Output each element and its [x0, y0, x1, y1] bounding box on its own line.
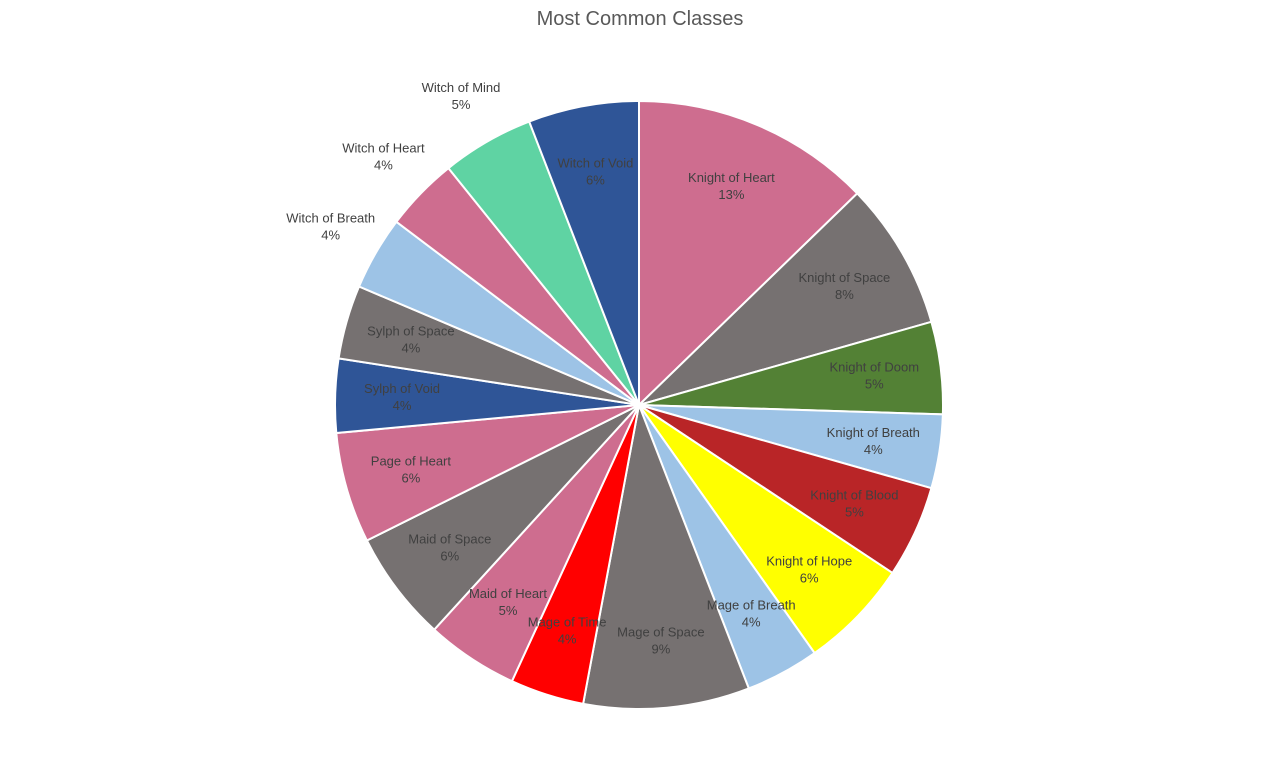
slice-label-mage-of-breath: Mage of Breath 4% [707, 597, 796, 629]
slice-name-sylph-of-space: Sylph of Space [367, 324, 454, 339]
slice-percent-knight-of-space: 8% [835, 287, 854, 302]
slice-label-witch-of-breath: Witch of Breath 4% [286, 211, 375, 243]
chart-title: Most Common Classes [536, 8, 744, 30]
slice-percent-knight-of-doom: 5% [865, 376, 884, 391]
slice-percent-maid-of-space: 6% [440, 548, 459, 563]
slice-name-knight-of-heart: Knight of Heart [688, 170, 775, 185]
slice-label-maid-of-heart: Maid of Heart 5% [469, 586, 547, 618]
slice-name-witch-of-heart: Witch of Heart [342, 141, 425, 156]
slice-percent-maid-of-heart: 5% [499, 603, 518, 618]
slice-percent-knight-of-heart: 13% [718, 187, 744, 202]
slice-percent-knight-of-blood: 5% [845, 505, 864, 520]
slice-name-mage-of-space: Mage of Space [617, 625, 704, 640]
slice-percent-mage-of-breath: 4% [742, 614, 761, 629]
slice-label-knight-of-breath: Knight of Breath 4% [827, 425, 920, 457]
slice-label-knight-of-hope: Knight of Hope 6% [766, 554, 852, 586]
slice-name-knight-of-doom: Knight of Doom [829, 359, 919, 374]
slice-label-maid-of-space: Maid of Space 6% [408, 531, 491, 563]
pie-slice-mage-of-space [581, 401, 751, 710]
slice-percent-sylph-of-space: 4% [402, 341, 421, 356]
slice-percent-knight-of-breath: 4% [864, 442, 883, 457]
slice-name-witch-of-void: Witch of Void [557, 155, 633, 170]
slice-label-sylph-of-void: Sylph of Void 4% [364, 381, 440, 413]
slice-label-knight-of-space: Knight of Space 8% [799, 270, 891, 302]
slice-percent-witch-of-breath: 4% [321, 228, 340, 243]
slice-label-knight-of-doom: Knight of Doom 5% [829, 359, 919, 391]
slice-percent-witch-of-mind: 5% [452, 97, 471, 112]
slice-percent-witch-of-heart: 4% [374, 158, 393, 173]
slice-percent-sylph-of-void: 4% [393, 398, 412, 413]
slice-label-witch-of-mind: Witch of Mind 5% [422, 80, 501, 112]
slice-name-knight-of-space: Knight of Space [799, 270, 891, 285]
pie-slice-knight-of-space [638, 191, 933, 406]
slice-label-mage-of-time: Mage of Time 4% [528, 615, 607, 647]
slice-percent-mage-of-time: 4% [558, 632, 577, 647]
slice-name-knight-of-breath: Knight of Breath [827, 425, 920, 440]
slice-name-witch-of-mind: Witch of Mind [422, 80, 501, 95]
slice-label-mage-of-space: Mage of Space 9% [617, 625, 704, 657]
slice-label-witch-of-void: Witch of Void 6% [557, 155, 633, 187]
slice-name-knight-of-hope: Knight of Hope [766, 554, 852, 569]
slice-name-maid-of-heart: Maid of Heart [469, 586, 547, 601]
slice-label-knight-of-blood: Knight of Blood 5% [810, 488, 898, 520]
slice-percent-page-of-heart: 6% [402, 470, 421, 485]
slice-name-mage-of-breath: Mage of Breath [707, 597, 796, 612]
slice-name-page-of-heart: Page of Heart [371, 453, 452, 468]
slice-name-maid-of-space: Maid of Space [408, 531, 491, 546]
slice-label-witch-of-heart: Witch of Heart 4% [342, 141, 425, 173]
slice-name-mage-of-time: Mage of Time [528, 615, 607, 630]
slice-percent-mage-of-space: 9% [652, 642, 671, 657]
slice-percent-witch-of-void: 6% [586, 172, 605, 187]
slice-label-page-of-heart: Page of Heart 6% [371, 453, 452, 485]
pie-slice-witch-of-void [527, 99, 640, 406]
slice-name-witch-of-breath: Witch of Breath [286, 211, 375, 226]
slice-percent-knight-of-hope: 6% [800, 571, 819, 586]
slice-label-knight-of-heart: Knight of Heart 13% [688, 170, 775, 202]
slice-name-knight-of-blood: Knight of Blood [810, 488, 898, 503]
pie-slice-knight-of-heart [638, 99, 859, 408]
slice-label-sylph-of-space: Sylph of Space 4% [367, 324, 454, 356]
slice-name-sylph-of-void: Sylph of Void [364, 381, 440, 396]
